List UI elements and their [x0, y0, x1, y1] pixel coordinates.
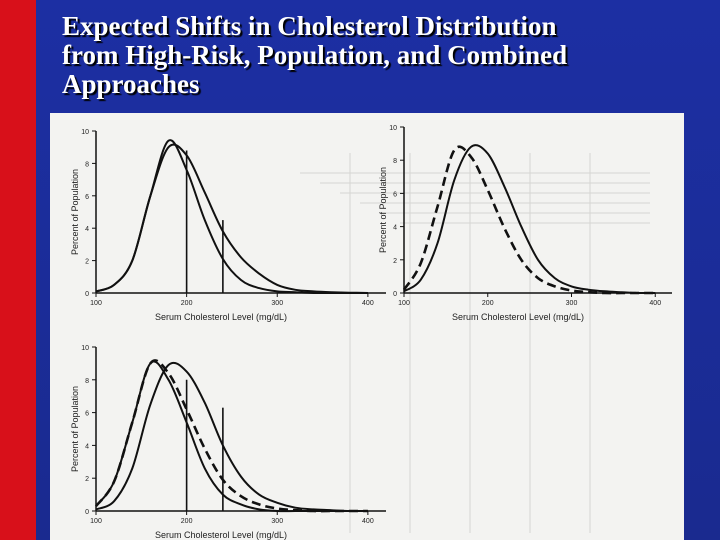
x-axis-label: Serum Cholesterol Level (mg/dL)	[155, 312, 287, 322]
y-tick-label: 10	[81, 345, 89, 352]
x-tick-label: 100	[398, 300, 410, 307]
figure-photo: 0 2 4 6 8 10 100 200 300 400 Serum Cholesterol Lev…	[50, 113, 684, 540]
x-tick-label: 400	[362, 300, 374, 307]
chart-panel-top-left: 0 2 4 6 8 10 100 200 300 400 Serum Cholesterol Lev…	[70, 129, 386, 322]
x-tick-label: 300	[271, 518, 283, 525]
y-axis-label: Percent of Population	[378, 167, 388, 253]
x-tick-label: 100	[90, 518, 102, 525]
series-line-1	[403, 144, 656, 295]
x-tick-label: 300	[566, 300, 578, 307]
accent-bar	[0, 0, 36, 540]
x-tick-label: 400	[362, 518, 374, 525]
background-grid	[300, 153, 650, 533]
x-tick-label: 400	[649, 300, 661, 307]
x-tick-label: 100	[90, 300, 102, 307]
x-tick-label: 200	[181, 518, 193, 525]
series-line-3	[95, 360, 368, 513]
series-line-2	[95, 139, 368, 295]
y-tick-label: 0	[85, 509, 89, 516]
y-tick-label: 6	[393, 191, 397, 198]
y-tick-label: 8	[85, 161, 89, 168]
y-tick-label: 8	[85, 378, 89, 385]
title-line-1: Expected Shifts in Cholesterol Distribut…	[62, 11, 557, 41]
x-tick-label: 200	[181, 300, 193, 307]
x-axis-label: Serum Cholesterol Level (mg/dL)	[452, 312, 584, 322]
y-tick-label: 4	[393, 225, 397, 232]
slide-title: Expected Shifts in Cholesterol Distribut…	[62, 12, 702, 99]
y-tick-label: 2	[393, 258, 397, 265]
chart-panel-top-right: 0 2 4 6 8 10 100 200 300 400 Serum Cholesterol Lev…	[378, 125, 672, 322]
y-tick-label: 6	[85, 194, 89, 201]
title-line-3: Approaches	[62, 69, 200, 99]
x-tick-label: 300	[271, 300, 283, 307]
y-tick-label: 4	[85, 443, 89, 450]
x-axis-label: Serum Cholesterol Level (mg/dL)	[155, 530, 287, 540]
y-tick-label: 6	[85, 411, 89, 418]
y-tick-label: 2	[85, 259, 89, 266]
title-line-2: from High-Risk, Population, and Combined	[62, 40, 568, 70]
x-tick-label: 200	[482, 300, 494, 307]
y-tick-label: 0	[393, 291, 397, 298]
y-tick-label: 8	[393, 158, 397, 165]
y-tick-label: 10	[81, 129, 89, 136]
y-tick-label: 0	[85, 291, 89, 298]
series-line-2	[94, 359, 368, 513]
chart-panel-bottom-left: 0 2 4 6 8 10 100 200 300 400 Serum Cholesterol Lev…	[70, 345, 386, 540]
y-tick-label: 2	[85, 476, 89, 483]
y-axis-label: Percent of Population	[70, 169, 80, 255]
y-tick-label: 10	[389, 125, 397, 132]
y-axis-label: Percent of Population	[70, 386, 80, 472]
series-line-2	[402, 145, 656, 295]
y-tick-label: 4	[85, 226, 89, 233]
